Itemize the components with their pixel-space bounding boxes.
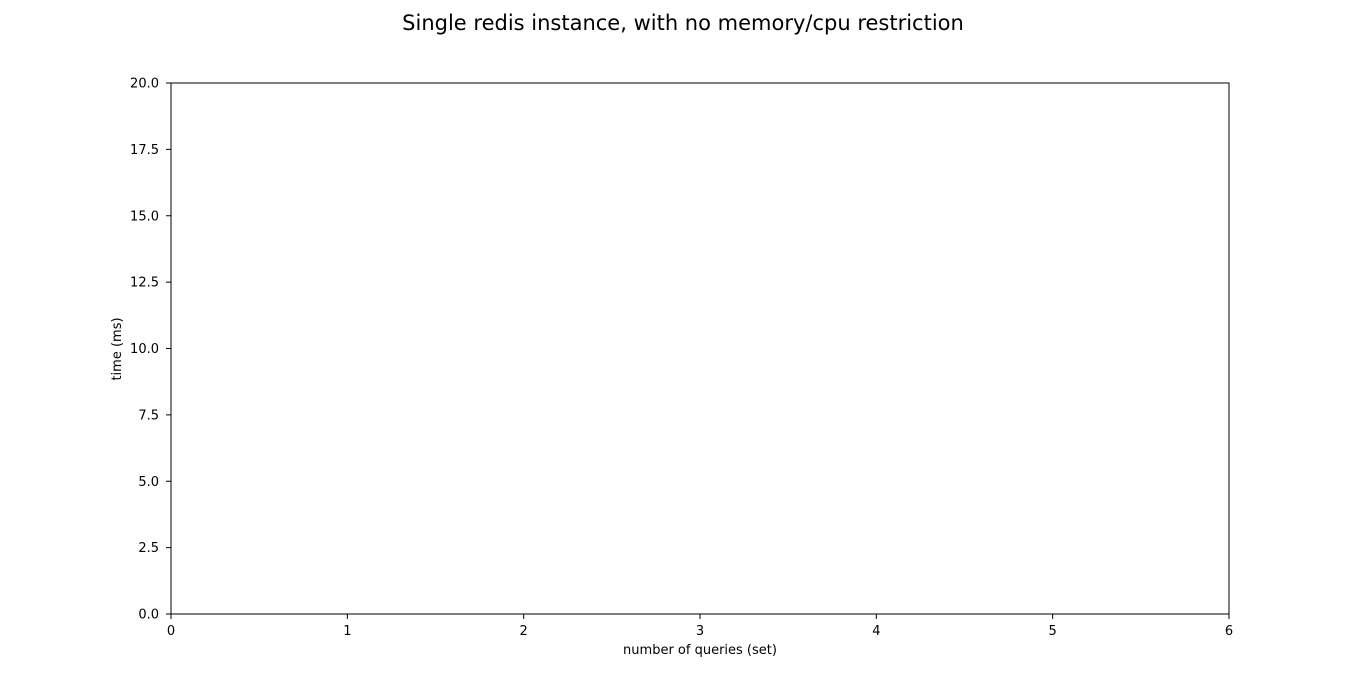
x-tick-label: 5 [1049,624,1057,639]
x-tick-label: 6 [1225,624,1233,639]
y-tick-label: 17.5 [130,143,159,158]
plot-area [170,82,1230,615]
x-tick-label: 3 [696,624,704,639]
x-axis: 0 1 2 3 4 5 6 [167,614,1233,639]
x-axis-label: number of queries (set) [623,643,777,658]
y-axis: 0.0 2.5 5.0 7.5 10.0 12.5 15.0 17.5 20.0 [130,77,171,623]
x-tick-label: 4 [872,624,880,639]
y-tick-label: 20.0 [130,77,159,92]
y-tick-label: 10.0 [130,342,159,357]
y-tick-label: 12.5 [130,276,159,291]
chart-title: Single redis instance, with no memory/cp… [402,11,964,35]
y-tick-label: 5.0 [138,475,159,490]
y-tick-label: 2.5 [138,541,159,556]
x-tick-label: 2 [520,624,528,639]
y-tick-label: 7.5 [138,408,159,423]
y-tick-label: 0.0 [138,608,159,623]
y-axis-label: time (ms) [110,317,125,380]
x-tick-label: 0 [167,624,175,639]
y-tick-label: 15.0 [130,209,159,224]
x-tick-label: 1 [343,624,351,639]
